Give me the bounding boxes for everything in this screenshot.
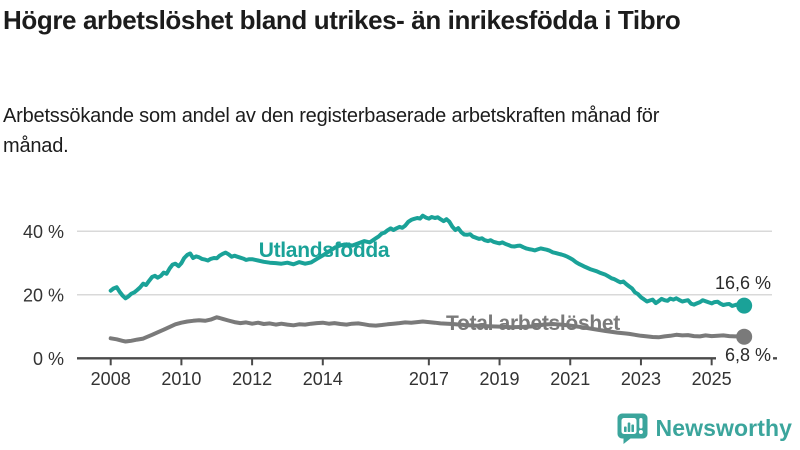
x-tick-label: 2017 xyxy=(409,369,449,389)
chart-title: Högre arbetslöshet bland utrikes- än inr… xyxy=(3,5,681,35)
series-line-utlandsfodda xyxy=(108,213,747,308)
series-label-total: Total arbetslöshet xyxy=(446,312,620,335)
x-tick-label: 2008 xyxy=(91,369,131,389)
x-tick-label: 2025 xyxy=(692,369,732,389)
value-label-bg-total xyxy=(716,345,773,363)
x-tick-label: 2012 xyxy=(232,369,272,389)
x-tick-label: 2014 xyxy=(303,369,343,389)
y-tick-label: 0 % xyxy=(33,349,64,369)
series-label-utlandsfodda: Utlandsfödda xyxy=(259,239,390,262)
chart-subtitle: Arbetssökande som andel av den registerb… xyxy=(3,105,660,157)
x-tick-label: 2019 xyxy=(480,369,520,389)
x-tick-label: 2021 xyxy=(550,369,590,389)
value-label-utlandsfodda: 16,6 % xyxy=(715,273,771,293)
value-label-total: 6,8 % xyxy=(725,345,771,365)
newsworthy-wordmark: Newsworthy xyxy=(655,415,792,441)
y-tick-label: 40 % xyxy=(23,222,64,242)
newsworthy-bubble-chart-icon xyxy=(617,413,648,444)
series-end-dot-utlandsfodda xyxy=(736,297,753,314)
y-tick-label: 20 % xyxy=(23,285,64,305)
series-end-dot-total xyxy=(736,328,753,345)
series-line-total xyxy=(108,315,747,344)
newsworthy-logo[interactable]: Newsworthy xyxy=(617,413,792,444)
x-tick-label: 2010 xyxy=(161,369,201,389)
x-tick-label: 2023 xyxy=(621,369,661,389)
